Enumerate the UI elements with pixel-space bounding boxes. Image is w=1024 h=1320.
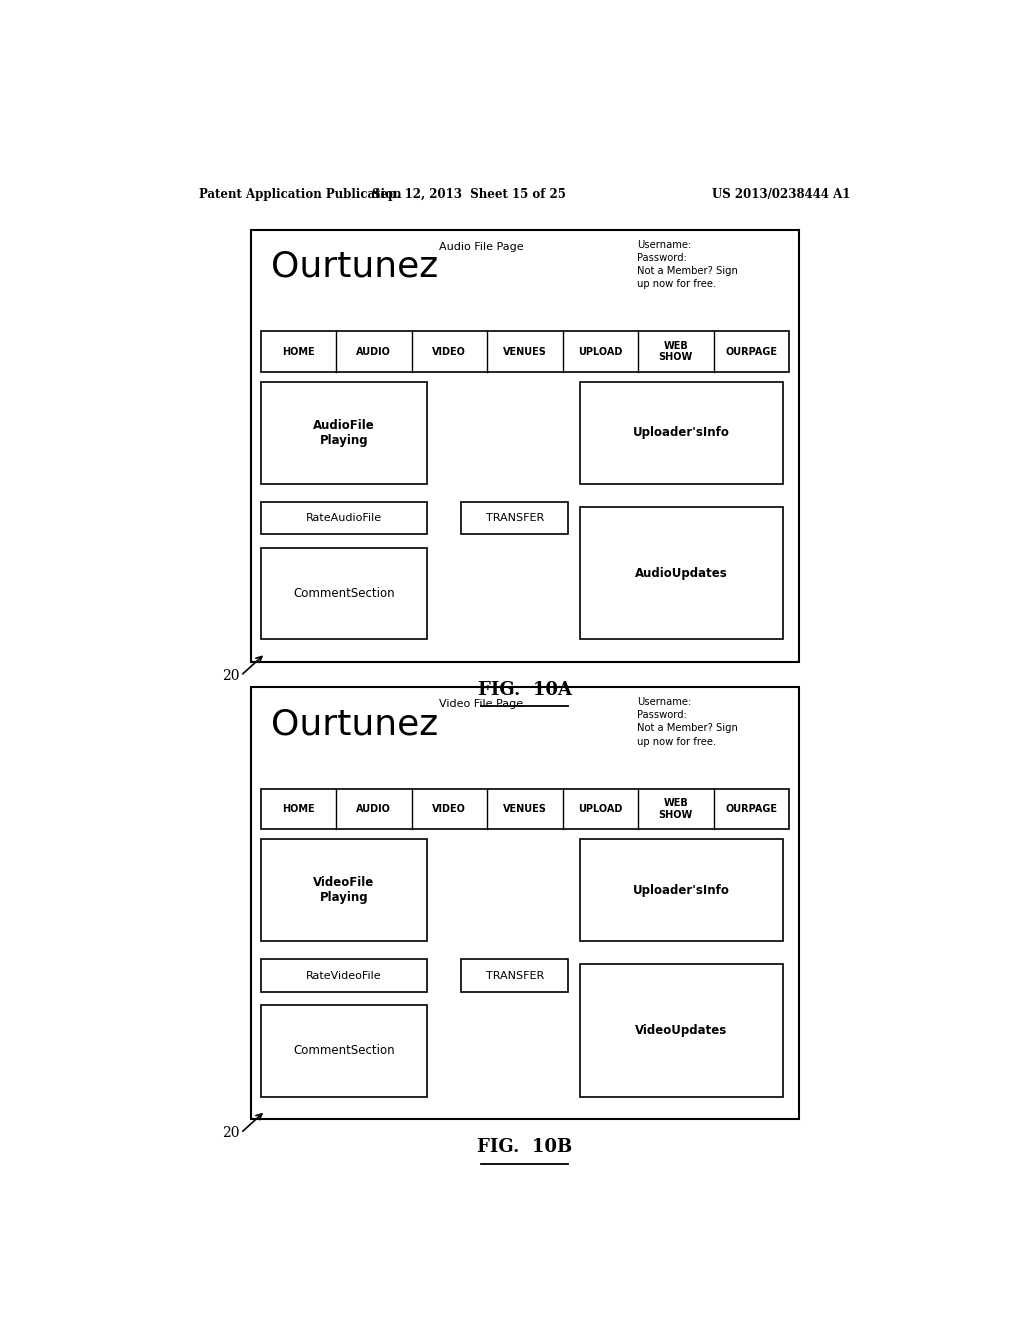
Text: UPLOAD: UPLOAD [579,347,623,356]
Bar [260,331,790,372]
Bar [260,381,427,483]
Text: Username:
Password:
Not a Member? Sign
up now for free.: Username: Password: Not a Member? Sign u… [637,697,738,747]
Text: Audio File Page: Audio File Page [438,242,523,252]
Bar [581,840,782,941]
Text: RateAudioFile: RateAudioFile [306,513,382,523]
Text: HOME: HOME [282,347,314,356]
Text: 20: 20 [221,1126,239,1140]
Text: Ourtunez: Ourtunez [270,708,438,742]
Text: Uploader'sInfo: Uploader'sInfo [633,883,730,896]
Text: HOME: HOME [282,804,314,814]
Text: VENUES: VENUES [503,347,547,356]
Text: WEB
SHOW: WEB SHOW [658,341,693,362]
Text: AUDIO: AUDIO [356,804,391,814]
Text: FIG.  10B: FIG. 10B [477,1138,572,1156]
Text: FIG.  10A: FIG. 10A [478,681,571,700]
Bar [251,230,799,661]
Text: AudioUpdates: AudioUpdates [635,566,728,579]
Text: AudioFile
Playing: AudioFile Playing [313,418,375,447]
Bar [260,840,427,941]
Bar [462,960,568,991]
Bar [260,502,427,535]
Text: OURPAGE: OURPAGE [725,347,777,356]
Bar [260,548,427,639]
Text: VideoFile
Playing: VideoFile Playing [313,876,375,904]
Text: VIDEO: VIDEO [432,347,466,356]
Text: VideoUpdates: VideoUpdates [636,1024,728,1038]
Text: TRANSFER: TRANSFER [485,513,544,523]
Text: VIDEO: VIDEO [432,804,466,814]
Bar [581,381,782,483]
Text: Ourtunez: Ourtunez [270,249,438,284]
Text: 20: 20 [221,669,239,682]
Text: US 2013/0238444 A1: US 2013/0238444 A1 [712,189,850,202]
Text: VENUES: VENUES [503,804,547,814]
Bar [260,960,427,991]
Text: OURPAGE: OURPAGE [725,804,777,814]
Bar [581,507,782,639]
Bar [251,686,799,1119]
Bar [581,965,782,1097]
Text: Video File Page: Video File Page [439,700,523,709]
Text: RateVideoFile: RateVideoFile [306,970,382,981]
Bar [260,1005,427,1097]
Text: WEB
SHOW: WEB SHOW [658,799,693,820]
Text: Sep. 12, 2013  Sheet 15 of 25: Sep. 12, 2013 Sheet 15 of 25 [373,189,566,202]
Text: TRANSFER: TRANSFER [485,970,544,981]
Bar [260,788,790,829]
Text: Uploader'sInfo: Uploader'sInfo [633,426,730,440]
Text: CommentSection: CommentSection [293,1044,394,1057]
Text: CommentSection: CommentSection [293,587,394,599]
Text: Patent Application Publication: Patent Application Publication [200,189,402,202]
Text: AUDIO: AUDIO [356,347,391,356]
Text: UPLOAD: UPLOAD [579,804,623,814]
Bar [462,502,568,535]
Text: Username:
Password:
Not a Member? Sign
up now for free.: Username: Password: Not a Member? Sign u… [637,240,738,289]
